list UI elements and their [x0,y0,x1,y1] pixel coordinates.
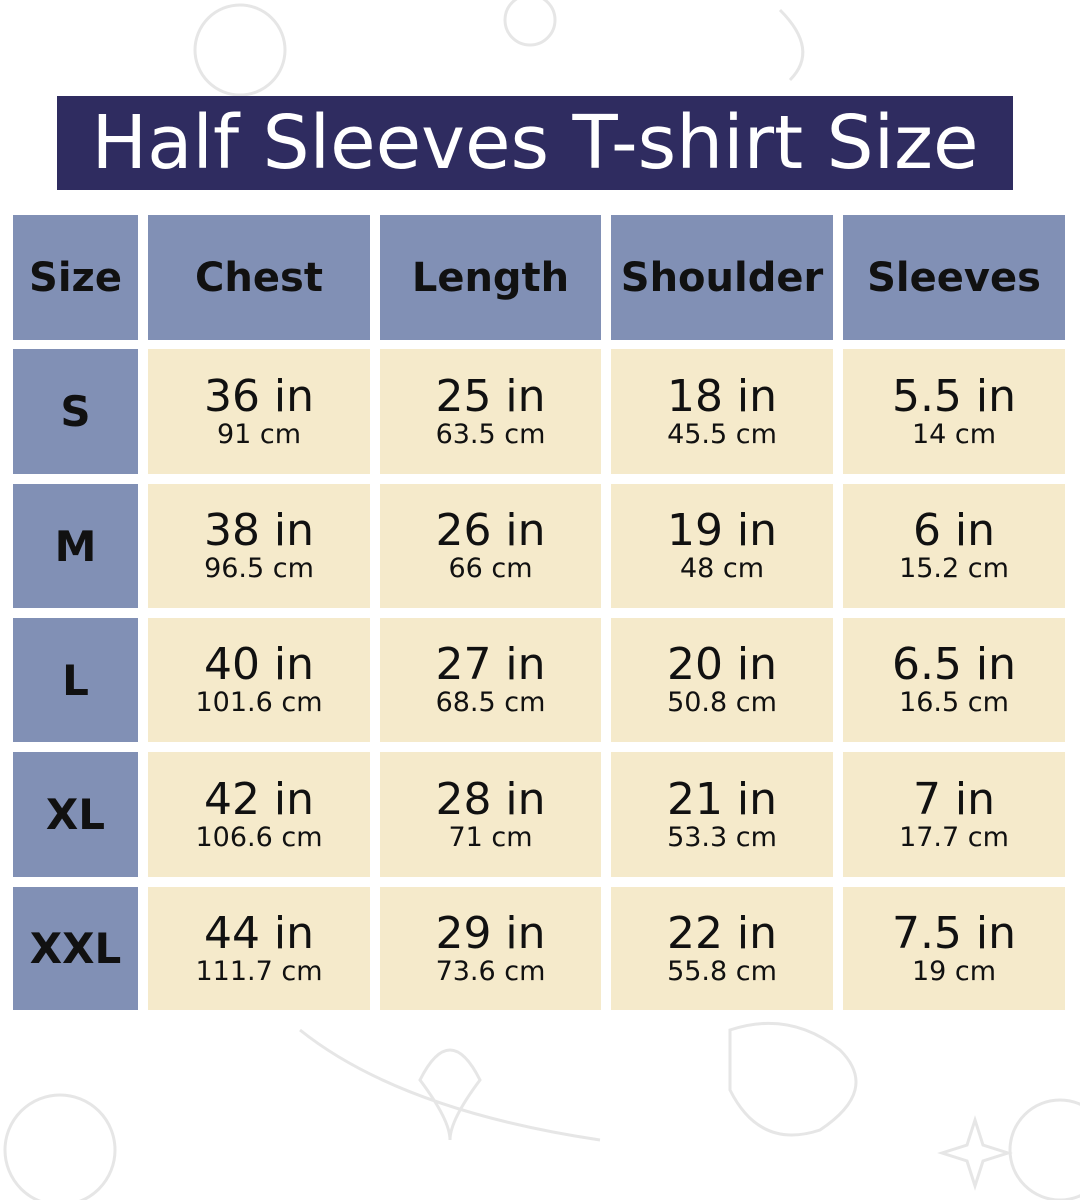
inches-value: 40 in [203,639,315,690]
inches-value: 26 in [435,505,546,556]
measurement-cell: 5.5 in 14 cm [843,349,1065,474]
measurement-cell: 27 in 68.5 cm [380,618,601,742]
inches-value: 27 in [435,639,546,690]
measurement-cell: 25 in 63.5 cm [380,349,601,474]
cm-value: 50.8 cm [667,687,777,718]
inches-value: 28 in [435,773,546,825]
measurement-cell: 38 in 96.5 cm [148,484,370,608]
cm-value: 101.6 cm [195,687,323,718]
inches-value: 20 in [666,639,778,690]
page-title: Half Sleeves T-shirt Size [57,96,1013,190]
cm-value: 68.5 cm [435,687,546,718]
cm-value: 15.2 cm [899,553,1009,584]
cm-value: 19 cm [911,955,997,987]
cm-value: 14 cm [911,418,997,450]
measurement-cell: 21 in 53.3 cm [611,752,833,877]
cm-value: 73.6 cm [435,955,546,987]
inches-value: 38 in [203,505,315,556]
inches-value: 7 in [912,773,996,825]
measurement-cell: 19 in 48 cm [611,484,833,608]
inches-value: 21 in [666,773,778,825]
header-shoulder: Shoulder [611,215,833,340]
cm-value: 66 cm [448,553,533,584]
measurement-cell: 28 in 71 cm [380,752,601,877]
measurement-cell: 18 in 45.5 cm [611,349,833,474]
cm-value: 53.3 cm [667,821,777,853]
inches-value: 36 in [203,370,315,422]
measurement-cell: 7.5 in 19 cm [843,887,1065,1010]
inches-value: 6.5 in [891,639,1017,690]
measurement-cell: 7 in 17.7 cm [843,752,1065,877]
size-label: S [13,349,138,474]
measurement-cell: 6 in 15.2 cm [843,484,1065,608]
header-chest: Chest [148,215,370,340]
inches-value: 5.5 in [891,370,1017,422]
cm-value: 48 cm [679,553,765,584]
cm-value: 91 cm [216,418,302,450]
size-label: M [13,484,138,608]
measurement-cell: 44 in 111.7 cm [148,887,370,1010]
cm-value: 106.6 cm [195,821,323,853]
inches-value: 18 in [666,370,778,422]
measurement-cell: 29 in 73.6 cm [380,887,601,1010]
cm-value: 96.5 cm [204,553,314,584]
header-size: Size [13,215,138,340]
cm-value: 45.5 cm [667,418,777,450]
cm-value: 17.7 cm [899,821,1009,853]
cm-value: 63.5 cm [435,418,546,450]
measurement-cell: 6.5 in 16.5 cm [843,618,1065,742]
inches-value: 22 in [666,907,778,959]
inches-value: 29 in [435,907,546,959]
cm-value: 111.7 cm [195,955,323,987]
inches-value: 25 in [435,370,546,422]
inches-value: 7.5 in [891,907,1017,959]
measurement-cell: 22 in 55.8 cm [611,887,833,1010]
cm-value: 55.8 cm [667,955,777,987]
cm-value: 16.5 cm [899,687,1009,718]
inches-value: 42 in [203,773,315,825]
measurement-cell: 26 in 66 cm [380,484,601,608]
size-label: XXL [13,887,138,1010]
cm-value: 71 cm [448,821,533,853]
measurement-cell: 42 in 106.6 cm [148,752,370,877]
measurement-cell: 36 in 91 cm [148,349,370,474]
inches-value: 6 in [912,505,996,556]
measurement-cell: 40 in 101.6 cm [148,618,370,742]
inches-value: 44 in [203,907,315,959]
size-label: L [13,618,138,742]
header-sleeves: Sleeves [843,215,1065,340]
size-label: XL [13,752,138,877]
inches-value: 19 in [666,505,778,556]
header-length: Length [380,215,601,340]
measurement-cell: 20 in 50.8 cm [611,618,833,742]
